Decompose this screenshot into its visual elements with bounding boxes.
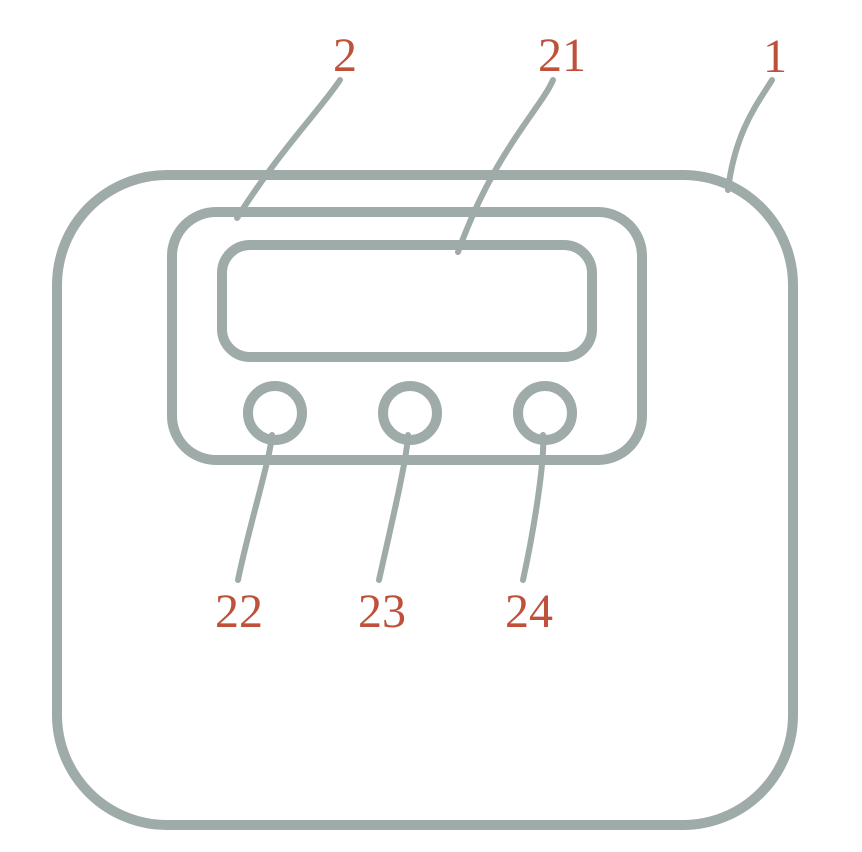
button-3-icon (518, 386, 572, 440)
ref-label-21: 21 (538, 32, 586, 80)
ref-label-24: 24 (505, 588, 553, 636)
button-2-icon (383, 386, 437, 440)
ref-label-2: 2 (333, 32, 357, 80)
ref-label-22: 22 (215, 588, 263, 636)
ref-label-1: 1 (763, 33, 787, 81)
figure-svg (0, 0, 862, 852)
leader-line (458, 80, 553, 252)
button-1-icon (248, 386, 302, 440)
leader-line (237, 80, 340, 218)
leader-line (728, 80, 772, 190)
ref-label-23: 23 (358, 588, 406, 636)
display-screen (222, 245, 592, 357)
